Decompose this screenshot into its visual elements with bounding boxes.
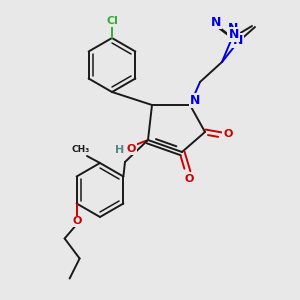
Text: N: N — [229, 28, 239, 40]
Text: O: O — [184, 174, 194, 184]
Text: H: H — [116, 145, 124, 155]
Text: N: N — [190, 94, 200, 106]
Text: O: O — [126, 144, 136, 154]
Text: CH₃: CH₃ — [72, 146, 90, 154]
Text: O: O — [223, 129, 233, 139]
Text: O: O — [73, 217, 82, 226]
Text: N: N — [228, 22, 238, 35]
Text: Cl: Cl — [106, 16, 118, 26]
Text: N: N — [211, 16, 221, 28]
Text: N: N — [233, 34, 243, 46]
